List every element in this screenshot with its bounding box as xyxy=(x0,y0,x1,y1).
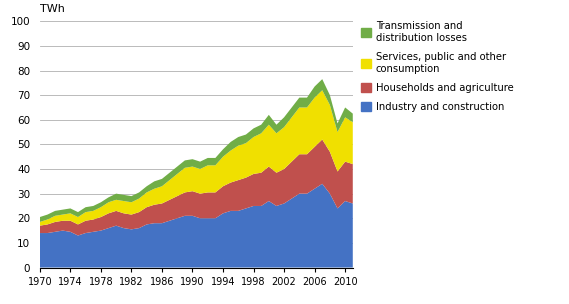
Legend: Transmission and
distribution losses, Services, public and other
consumption, Ho: Transmission and distribution losses, Se… xyxy=(361,21,514,112)
Text: TWh: TWh xyxy=(40,4,65,14)
